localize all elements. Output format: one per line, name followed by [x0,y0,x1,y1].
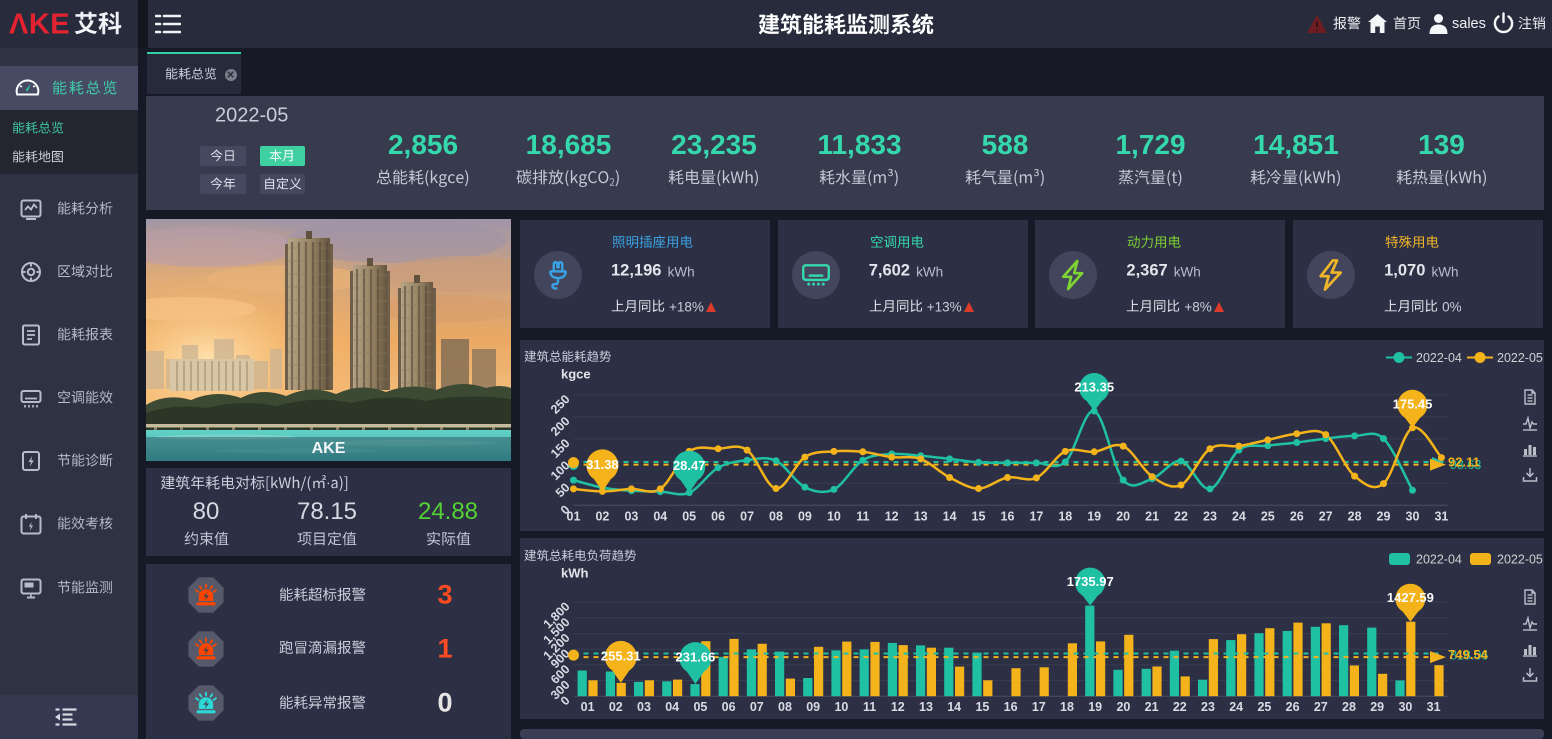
svg-text:26: 26 [1290,510,1304,524]
svg-text:14: 14 [947,700,961,714]
svg-text:19: 19 [1087,510,1101,524]
svg-text:28: 28 [1348,510,1362,524]
svg-text:09: 09 [798,510,812,524]
svg-text:09: 09 [806,700,820,714]
svg-text:2022-04: 2022-04 [1416,351,1462,365]
svg-text:255.31: 255.31 [601,648,641,663]
svg-text:27: 27 [1314,700,1328,714]
svg-text:15: 15 [972,510,986,524]
svg-text:23: 23 [1201,700,1215,714]
svg-text:03: 03 [637,700,651,714]
svg-text:28.47: 28.47 [673,458,706,473]
svg-text:31.38: 31.38 [586,457,619,472]
svg-text:29: 29 [1377,510,1391,524]
svg-text:231.66: 231.66 [676,650,716,665]
svg-text:25: 25 [1257,700,1271,714]
svg-text:25: 25 [1261,510,1275,524]
svg-text:14: 14 [943,510,957,524]
svg-text:30: 30 [1398,700,1412,714]
svg-text:15: 15 [975,700,989,714]
svg-text:29: 29 [1370,700,1384,714]
svg-text:06: 06 [722,700,736,714]
svg-text:26: 26 [1286,700,1300,714]
svg-text:11: 11 [863,700,876,714]
svg-text:24: 24 [1229,700,1243,714]
svg-text:03: 03 [624,510,638,524]
svg-text:13: 13 [919,700,933,714]
svg-text:12: 12 [885,510,899,524]
svg-text:22: 22 [1174,510,1188,524]
svg-text:12: 12 [891,700,905,714]
svg-text:1735.97: 1735.97 [1067,574,1114,589]
svg-text:10: 10 [827,510,841,524]
svg-text:01: 01 [567,510,581,524]
svg-text:06: 06 [711,510,725,524]
svg-text:31: 31 [1427,700,1441,714]
svg-text:749.54: 749.54 [1448,647,1489,662]
svg-text:05: 05 [693,700,707,714]
svg-text:19: 19 [1088,700,1102,714]
svg-text:11: 11 [856,510,869,524]
svg-text:200: 200 [548,414,573,439]
svg-text:08: 08 [778,700,792,714]
svg-text:175.45: 175.45 [1393,396,1433,411]
svg-text:16: 16 [1004,700,1018,714]
svg-text:16: 16 [1001,510,1015,524]
svg-text:02: 02 [609,700,623,714]
svg-text:17: 17 [1032,700,1046,714]
svg-text:818.06: 818.06 [1450,649,1488,663]
svg-text:18: 18 [1058,510,1072,524]
svg-text:213.35: 213.35 [1074,380,1114,395]
svg-text:23: 23 [1203,510,1217,524]
svg-text:18: 18 [1060,700,1074,714]
svg-text:31: 31 [1434,510,1448,524]
svg-text:24: 24 [1232,510,1246,524]
svg-text:08: 08 [769,510,783,524]
svg-text:13: 13 [914,510,928,524]
svg-text:150: 150 [548,436,573,461]
svg-text:2022-05: 2022-05 [1497,553,1543,567]
svg-text:28: 28 [1342,700,1356,714]
svg-text:1427.59: 1427.59 [1387,590,1434,605]
svg-text:30: 30 [1406,510,1420,524]
svg-text:98.63: 98.63 [1450,458,1481,472]
svg-text:92.11: 92.11 [1448,455,1480,470]
svg-text:04: 04 [653,510,667,524]
svg-text:10: 10 [834,700,848,714]
svg-text:50: 50 [553,480,573,500]
svg-text:01: 01 [581,700,595,714]
svg-text:04: 04 [665,700,679,714]
svg-text:02: 02 [595,510,609,524]
svg-text:27: 27 [1319,510,1333,524]
svg-text:22: 22 [1173,700,1187,714]
svg-text:2022-05: 2022-05 [1497,351,1543,365]
svg-text:20: 20 [1116,510,1130,524]
svg-text:21: 21 [1145,700,1159,714]
svg-text:05: 05 [682,510,696,524]
svg-text:20: 20 [1116,700,1130,714]
svg-text:2022-04: 2022-04 [1416,553,1462,567]
svg-text:17: 17 [1029,510,1043,524]
svg-text:250: 250 [548,392,573,417]
svg-text:07: 07 [750,700,764,714]
svg-text:21: 21 [1145,510,1159,524]
svg-text:07: 07 [740,510,754,524]
